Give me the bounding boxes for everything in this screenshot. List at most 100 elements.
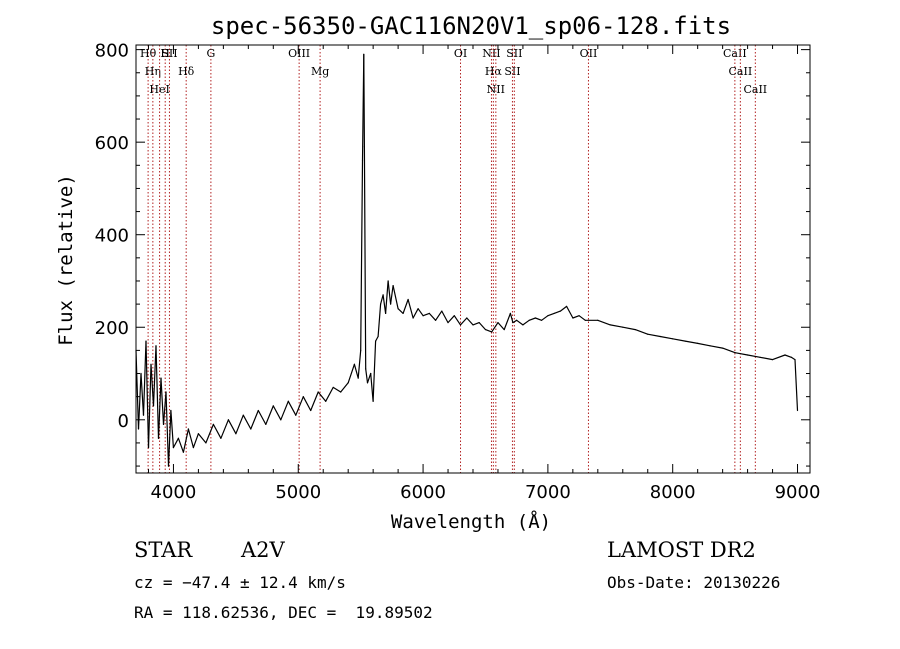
spectrum-segment: [528, 317, 537, 321]
spectrum-segment: [363, 146, 367, 370]
spectrum-segment: [647, 333, 661, 338]
spectrum-segment: [265, 405, 274, 425]
axes-layer: 4000 5000 6000 7000 8000 9000 0 200 400 600 800: [95, 41, 821, 503]
spectrum-segment: [441, 310, 449, 324]
spectrum-segment: [453, 315, 462, 326]
spectrum-segment: [428, 312, 437, 321]
spectrum-segment: [390, 285, 394, 305]
spectral-line-label: CaII: [729, 65, 753, 78]
y-tick-label: 800: [95, 41, 129, 62]
spectrum-segment: [197, 433, 207, 444]
spectrum-segment: [459, 317, 468, 326]
spectrum-segment: [794, 359, 799, 412]
spectrum-segment: [672, 338, 686, 342]
spectrum-segment: [363, 53, 365, 148]
spectrum-segment: [157, 377, 162, 439]
y-tick-label: 200: [95, 318, 129, 339]
spectrum-segment: [697, 342, 711, 347]
spectrum-segment: [257, 409, 267, 425]
spectral-line-label: Mg: [311, 65, 329, 78]
spectrum-segment: [160, 377, 165, 425]
spectrum-segment: [357, 349, 362, 379]
spectrum-segment: [365, 368, 369, 384]
spectrum-segment: [375, 335, 379, 342]
spectrum-segment: [205, 423, 214, 444]
spectrum-segment: [497, 322, 505, 331]
spectrum-segment: [317, 391, 327, 402]
spectrum-segment: [155, 345, 160, 439]
spectrum-segment: [170, 409, 174, 449]
spectral-line-label: CaII: [723, 47, 747, 60]
spectrum-segment: [472, 322, 480, 326]
spectrum-segment: [272, 405, 282, 421]
chart-title: spec-56350-GAC116N20V1_sp06-128.fits: [211, 12, 731, 40]
spectrum-segment: [360, 160, 364, 351]
spectrum-segment: [565, 305, 574, 319]
spectrum-segment: [412, 308, 419, 319]
spectrum-segment: [387, 280, 392, 305]
spectrum-segment: [377, 303, 382, 338]
spectral-line-label: NII: [487, 83, 505, 96]
spectrum-segment: [353, 363, 359, 379]
x-tick-label: 7000: [525, 482, 571, 503]
spectrum-segment: [227, 419, 237, 435]
spectrum-segment: [512, 319, 518, 324]
spectrum-segment: [790, 356, 796, 361]
x-tick-label: 6000: [400, 482, 446, 503]
spectrum-segment: [182, 428, 189, 453]
spectrum-segment: [578, 315, 586, 321]
x-tick-label: 5000: [275, 482, 321, 503]
spectrum-segment: [220, 419, 229, 439]
y-axis-label: Flux (relative): [55, 174, 77, 346]
spectrum-segment: [140, 372, 145, 416]
spectrum-segment: [709, 345, 724, 349]
spectrum-segment: [759, 356, 774, 361]
spectrum-segment: [287, 400, 297, 416]
y-tick-label: 600: [95, 133, 129, 154]
x-axis-label: Wavelength (Å): [391, 510, 551, 533]
spectrum-segment: [553, 310, 562, 314]
spectrum-segment: [478, 322, 487, 331]
spectrum-segment: [366, 372, 372, 384]
spectrum-segment: [540, 315, 549, 321]
spectral-line-label: SII: [506, 47, 522, 60]
spectral-line-label: SII: [504, 65, 520, 78]
spectrum-segment: [746, 354, 761, 358]
spectrum-segment: [392, 285, 399, 310]
spectrum-segment: [302, 396, 312, 412]
spectrum-segment: [212, 423, 222, 439]
spectrum-segment: [503, 312, 511, 331]
x-tick-label: 9000: [775, 482, 821, 503]
y-tick-label: 0: [118, 411, 129, 432]
spectrum-segment: [310, 391, 319, 412]
spectral-line-label: OIII: [288, 47, 310, 60]
spectrum-segment: [325, 386, 334, 402]
spectrum-segment: [435, 310, 443, 321]
spectrum-segment: [572, 315, 580, 319]
object-subclass: A2V: [241, 538, 285, 562]
spectrum-segment: [172, 437, 179, 449]
spectrum-segment: [447, 315, 455, 324]
spectrum-segment: [784, 354, 792, 358]
spectrum-segment: [382, 294, 387, 314]
spectrum-segment: [534, 317, 543, 321]
spectral-line-label: Hδ: [178, 65, 195, 78]
x-tick-label: 4000: [151, 482, 197, 503]
spectral-line-label: OII: [580, 47, 598, 60]
spectrum-segment: [721, 347, 736, 354]
spectrum-segment: [417, 308, 424, 317]
spectrum-segment: [340, 382, 349, 393]
survey-name: LAMOST DR2: [607, 538, 756, 562]
spectrum-segment: [547, 312, 555, 317]
spectrum-segment: [385, 280, 389, 314]
spectrum-segment: [192, 433, 199, 449]
spectrum-segment: [397, 308, 404, 314]
plot-frame: [135, 44, 811, 474]
spectral-line-label: CaII: [743, 83, 767, 96]
spectrum-segment: [152, 345, 157, 407]
spectrum-segment: [295, 396, 304, 416]
spectrum-segment: [407, 298, 414, 319]
spectrum-segment: [402, 298, 409, 314]
spectrum-segment: [332, 386, 342, 393]
